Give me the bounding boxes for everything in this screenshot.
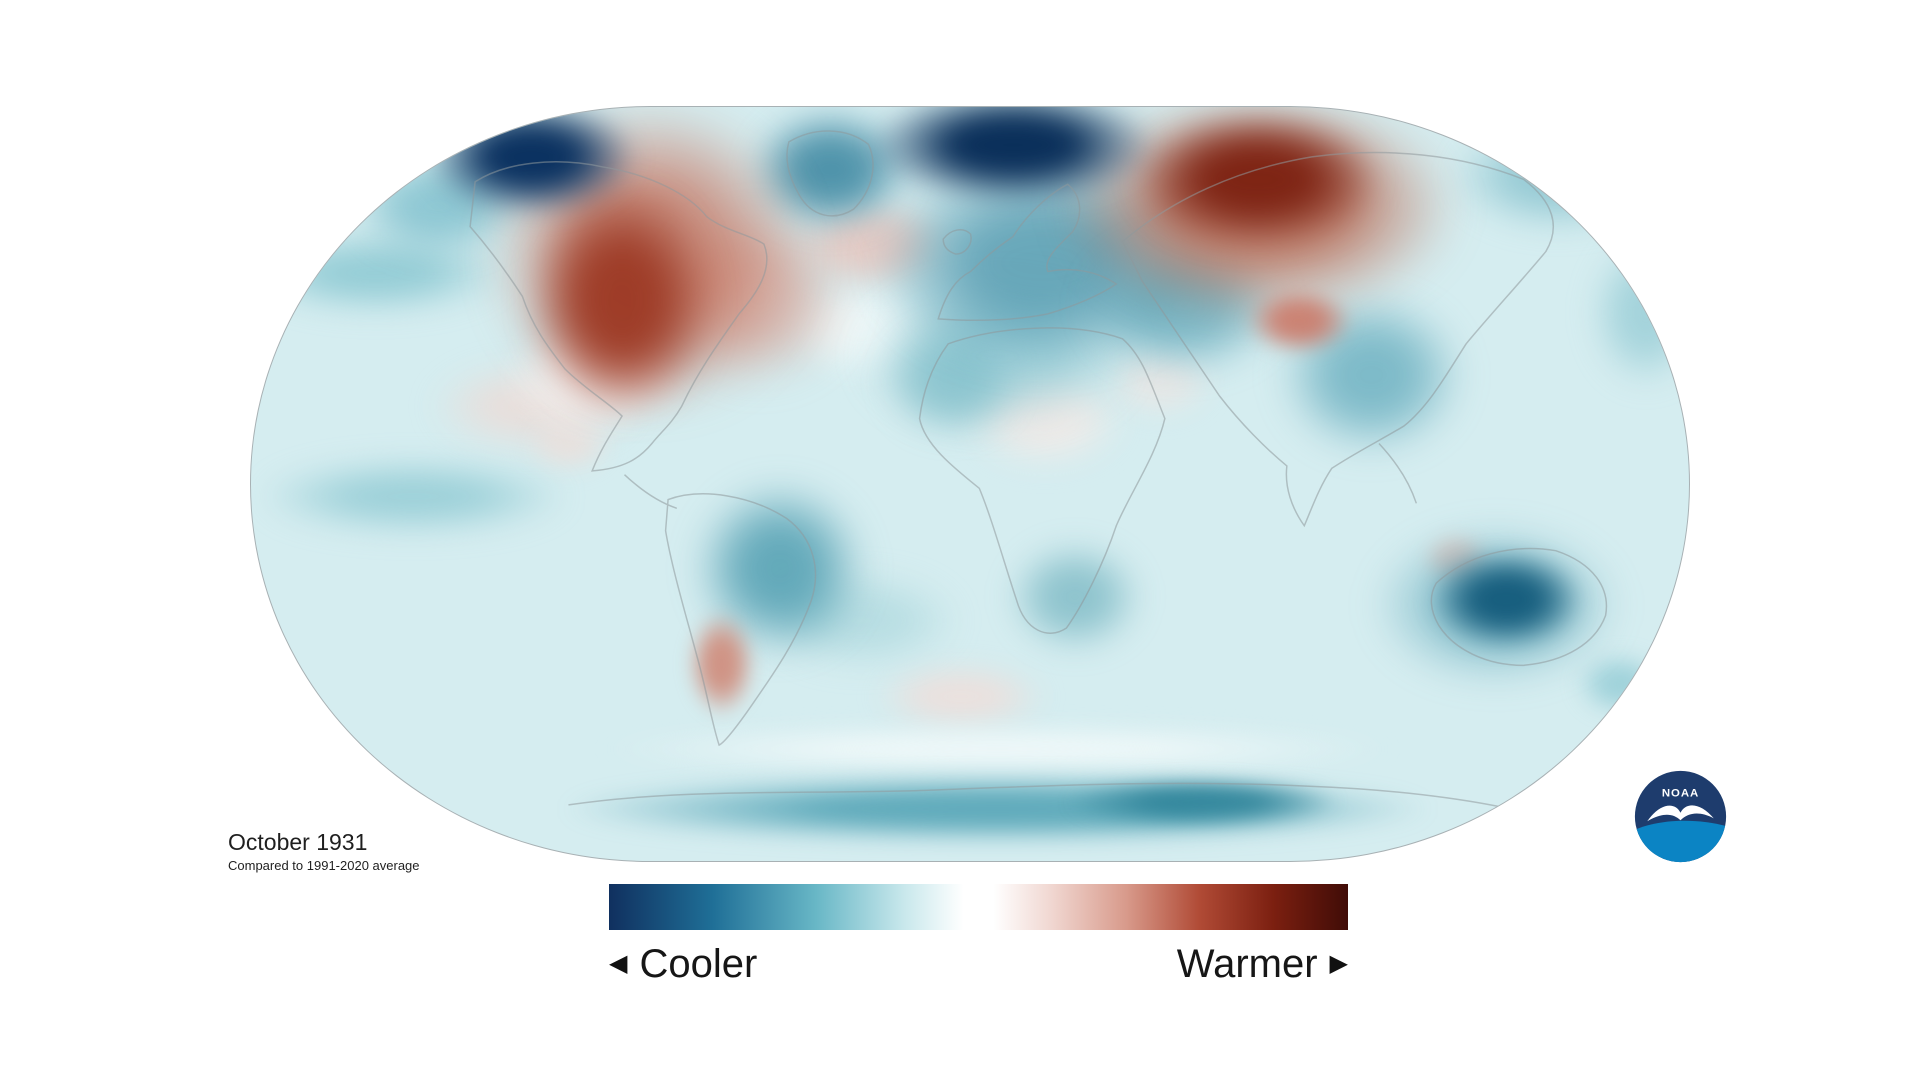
legend-cooler: ◀ Cooler [609, 944, 757, 984]
outline-africa [918, 327, 1166, 634]
outline-southeast-asia [1378, 442, 1418, 504]
colorbar [609, 884, 1348, 930]
caption: October 1931 Compared to 1991-2020 avera… [228, 828, 420, 874]
outline-australia [1430, 547, 1608, 667]
noaa-logo: NOAA [1634, 770, 1727, 863]
outline-europe [937, 183, 1118, 322]
noaa-logo-bird-icon [1647, 805, 1714, 822]
legend-row: ◀ Cooler Warmer ▶ [609, 936, 1348, 992]
warmer-arrow-icon: ▶ [1329, 950, 1348, 977]
noaa-logo-text: NOAA [1662, 788, 1699, 800]
noaa-logo-wave [1634, 820, 1727, 863]
outline-greenland [786, 130, 874, 217]
legend-warmer: Warmer ▶ [1177, 944, 1348, 984]
continent-outline-group [469, 130, 1608, 821]
cooler-label: Cooler [639, 942, 758, 986]
map-title: October 1931 [228, 829, 368, 855]
warmer-label: Warmer [1176, 942, 1318, 986]
outline-north-america [469, 161, 768, 472]
outline-antarctica [568, 782, 1554, 821]
map-subtitle: Compared to 1991-2020 average [228, 858, 420, 873]
outline-british-isles [942, 229, 972, 255]
continent-outlines [469, 130, 1608, 821]
outline-south-america [664, 493, 817, 747]
world-map [250, 106, 1690, 862]
cooler-arrow-icon: ◀ [609, 950, 628, 977]
outline-central-america [623, 474, 678, 510]
outline-asia [1121, 151, 1554, 528]
